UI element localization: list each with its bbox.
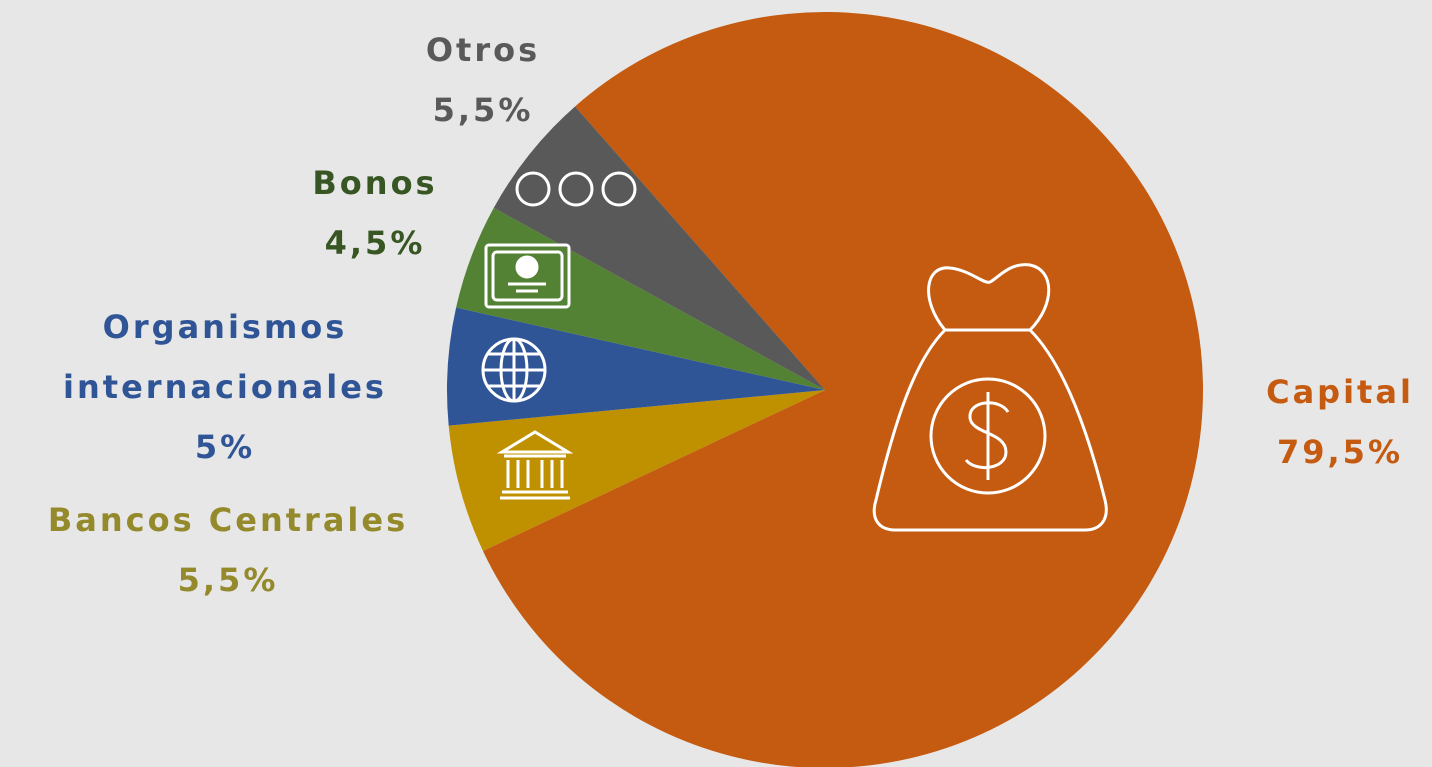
others-icon xyxy=(515,171,637,207)
category-name: Bonos xyxy=(312,164,438,202)
pie-slice xyxy=(493,106,825,391)
slices xyxy=(447,12,1203,767)
category-name: Otros xyxy=(425,31,541,69)
value-label: 5% xyxy=(194,428,256,466)
slice-label: Organismos internacionales 5% xyxy=(5,297,445,477)
category-name: Capital xyxy=(1266,373,1414,411)
pie-slice xyxy=(448,390,825,551)
category-name: Organismos internacionales xyxy=(63,308,387,406)
value-label: 79,5% xyxy=(1276,433,1403,471)
pie-slice xyxy=(447,307,825,426)
bill-icon xyxy=(484,243,571,309)
slice-label: Otros 5,5% xyxy=(383,20,583,140)
money-bag-icon xyxy=(872,263,1108,532)
bank-icon xyxy=(496,430,574,500)
value-label: 5,5% xyxy=(432,91,534,129)
value-label: 4,5% xyxy=(324,224,426,262)
icons xyxy=(481,171,1108,532)
category-name: Bancos Centrales xyxy=(47,501,409,539)
globe-icon xyxy=(481,337,547,403)
slice-label: Bancos Centrales 5,5% xyxy=(0,490,458,610)
slice-label: Bonos 4,5% xyxy=(275,153,475,273)
value-label: 5,5% xyxy=(177,561,279,599)
pie-slice xyxy=(482,12,1203,767)
slice-label: Capital 79,5% xyxy=(1240,362,1432,482)
